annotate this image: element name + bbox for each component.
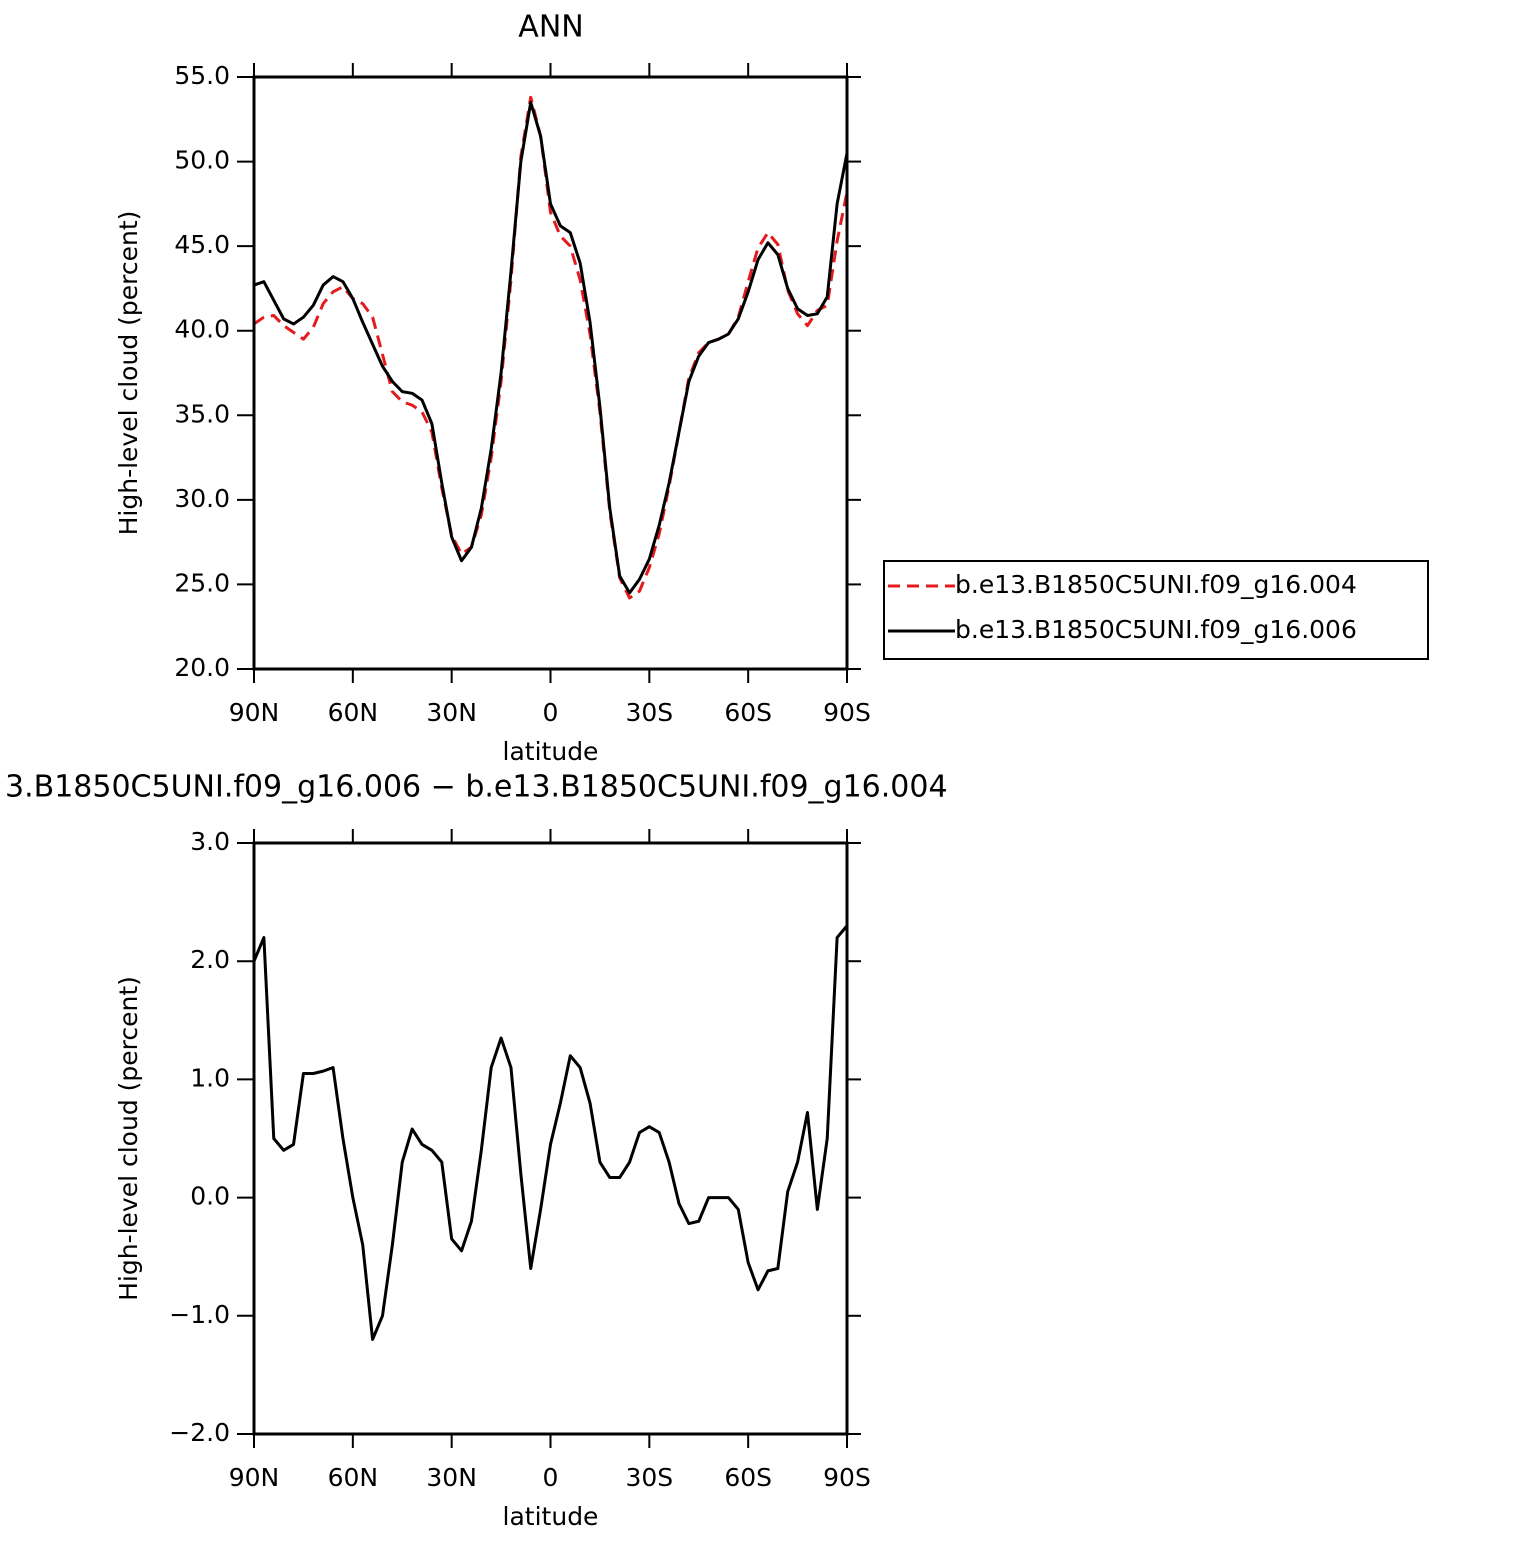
y-tick-label: −1.0 [169,1300,230,1329]
x-tick-label: 60N [328,698,379,727]
plot-frame [252,841,849,1436]
y-axis-label: High-level cloud (percent) [114,976,143,1301]
chart-title: 3.B1850C5UNI.f09_g16.006 − b.e13.B1850C5… [5,770,948,805]
y-tick-label: 55.0 [174,61,230,90]
data-line [253,95,849,600]
data-line [253,100,849,595]
x-tick-label: 90N [229,698,280,727]
y-tick-label: 50.0 [174,146,230,175]
y-tick-label: 20.0 [174,653,230,682]
x-tick-label: 60N [328,1463,379,1492]
x-tick-label: 30S [625,1463,673,1492]
x-tick-label: 60S [724,698,772,727]
x-tick-label: 30N [426,1463,477,1492]
y-tick-label: 25.0 [174,568,230,597]
legend-label: b.e13.B1850C5UNI.f09_g16.006 [955,615,1357,644]
plot-frame [252,75,849,671]
y-tick-label: −2.0 [169,1418,230,1447]
legend-box [883,560,1429,660]
y-tick-label: 0.0 [190,1182,230,1211]
y-tick-label: 30.0 [174,484,230,513]
x-tick-label: 60S [724,1463,772,1492]
legend-label: b.e13.B1850C5UNI.f09_g16.004 [955,570,1357,599]
x-tick-label: 30S [625,698,673,727]
y-tick-label: 1.0 [190,1063,230,1092]
x-tick-label: 90S [823,698,871,727]
x-tick-label: 0 [543,1463,559,1492]
x-axis-label: latitude [503,737,599,766]
chart-title: ANN [518,10,583,45]
y-axis-label: High-level cloud (percent) [114,211,143,536]
y-tick-label: 40.0 [174,315,230,344]
y-tick-label: 3.0 [190,827,230,856]
x-axis-label: latitude [503,1502,599,1531]
y-tick-label: 45.0 [174,230,230,259]
x-tick-label: 90N [229,1463,280,1492]
y-tick-label: 2.0 [190,945,230,974]
x-tick-label: 30N [426,698,477,727]
data-line [252,924,849,1341]
x-tick-label: 90S [823,1463,871,1492]
y-tick-label: 35.0 [174,399,230,428]
x-tick-label: 0 [543,698,559,727]
